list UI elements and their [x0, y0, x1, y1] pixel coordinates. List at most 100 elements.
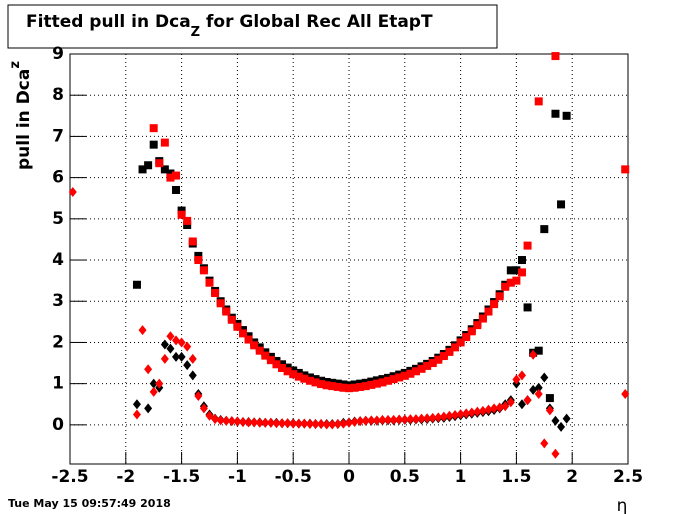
marker-square [177, 206, 186, 215]
marker-diamond [222, 415, 231, 426]
marker-diamond [244, 417, 253, 428]
marker-diamond [484, 404, 493, 415]
marker-square [523, 241, 532, 250]
marker-square [506, 266, 515, 275]
marker-square [406, 369, 415, 378]
marker-square [350, 383, 359, 392]
marker-diamond [545, 405, 554, 416]
marker-diamond [517, 370, 526, 381]
marker-square [166, 173, 175, 182]
marker-diamond [467, 407, 476, 418]
y-tick-label: 1 [52, 374, 64, 394]
marker-square [300, 374, 309, 383]
marker-square [428, 359, 437, 368]
marker-diamond [384, 414, 393, 425]
marker-square [523, 303, 532, 312]
marker-diamond [350, 416, 359, 427]
y-tick-label: 9 [52, 44, 64, 64]
marker-diamond [490, 403, 499, 414]
marker-diamond [395, 414, 404, 425]
marker-diamond [205, 410, 214, 421]
marker-square [233, 322, 242, 331]
marker-square [138, 165, 147, 174]
marker-diamond [473, 406, 482, 417]
title-sub: Z [191, 25, 200, 40]
marker-square [333, 382, 342, 391]
marker-diamond [328, 419, 337, 430]
marker-diamond [278, 418, 287, 429]
marker-diamond [434, 412, 443, 423]
marker-square [478, 314, 487, 323]
y-tick-label: 6 [52, 168, 64, 188]
x-tick-label: -1.5 [163, 467, 200, 487]
marker-square [456, 338, 465, 347]
marker-square [562, 111, 571, 120]
marker-square [177, 210, 186, 219]
marker-diamond [283, 418, 292, 429]
marker-square [345, 384, 353, 393]
marker-square [244, 335, 253, 344]
marker-square [261, 351, 270, 360]
marker-diamond [523, 395, 532, 406]
marker-diamond [233, 416, 242, 427]
marker-square [194, 251, 203, 260]
marker-square [534, 346, 543, 355]
x-tick-label: -2.5 [51, 467, 88, 487]
marker-square [172, 171, 181, 180]
marker-diamond [255, 417, 264, 428]
x-tick-label: 1.5 [501, 467, 531, 487]
y-tick-label: 2 [52, 332, 64, 352]
marker-square [411, 367, 420, 376]
marker-diamond [540, 438, 549, 449]
marker-square [378, 378, 387, 387]
marker-diamond [132, 399, 141, 410]
marker-diamond [294, 418, 303, 429]
marker-square [289, 370, 298, 379]
x-tick-label: 0.5 [390, 467, 420, 487]
marker-square [462, 333, 471, 342]
y-tick-label: 8 [52, 85, 64, 105]
marker-diamond [423, 413, 432, 424]
marker-diamond [406, 414, 415, 425]
marker-square [188, 237, 197, 246]
chart-title: Fitted pull in DcaZ for Global Rec All E… [26, 12, 433, 40]
marker-diamond [378, 414, 387, 425]
marker-diamond [339, 418, 348, 429]
marker-square [311, 378, 320, 387]
x-axis-label: η [617, 496, 628, 514]
marker-square [160, 165, 169, 174]
marker-square [238, 329, 247, 338]
marker-square [132, 280, 141, 289]
marker-square [467, 327, 476, 336]
marker-square [395, 373, 404, 382]
marker-square [506, 278, 515, 287]
marker-diamond [562, 413, 571, 424]
marker-square [227, 315, 236, 324]
marker-diamond [188, 353, 197, 364]
marker-square [155, 159, 164, 168]
marker-square [166, 169, 175, 178]
marker-diamond [439, 411, 448, 422]
marker-square [328, 382, 337, 391]
marker-square [423, 361, 432, 370]
marker-diamond [250, 417, 259, 428]
marker-square [172, 185, 181, 194]
y-tick-label: 4 [52, 250, 64, 270]
marker-diamond [557, 421, 566, 432]
marker-square [551, 52, 560, 61]
marker-square [255, 346, 264, 355]
x-tick-label: 2.5 [613, 467, 643, 487]
marker-diamond [529, 349, 538, 360]
marker-diamond [534, 382, 543, 393]
marker-diamond [462, 408, 471, 419]
marker-diamond [317, 419, 326, 430]
title-main: Fitted pull in Dca [26, 12, 191, 32]
marker-square [512, 276, 521, 285]
marker-diamond [512, 374, 521, 385]
marker-square [372, 379, 381, 388]
marker-diamond [356, 416, 365, 427]
marker-diamond [160, 339, 169, 350]
marker-square [272, 360, 281, 369]
marker-square [216, 299, 225, 308]
marker-diamond [345, 417, 353, 428]
